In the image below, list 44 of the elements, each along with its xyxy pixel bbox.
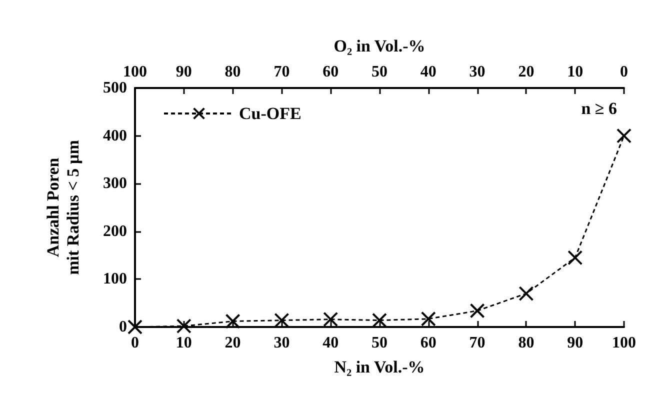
x-tick-label: 20	[224, 334, 241, 352]
x2-tick-label: 0	[620, 64, 628, 80]
x2-axis-title: O₂ in Vol.-%	[334, 36, 426, 56]
x-tick-label: 70	[469, 334, 486, 352]
point	[568, 250, 583, 266]
x-tick-label: 90	[567, 334, 584, 352]
x-axis-title: N₂ in Vol.-%	[334, 358, 425, 376]
point	[176, 318, 192, 334]
x2-tick-label: 30	[469, 64, 486, 80]
x2-tick-label: 90	[176, 64, 192, 80]
x-tick-label: 10	[176, 334, 192, 352]
point	[128, 320, 142, 334]
point	[518, 286, 534, 302]
y-tick-label: 0	[119, 318, 127, 336]
x-tick-label: 100	[612, 334, 636, 352]
x-tick-label: 60	[420, 334, 436, 352]
y-tick-label: 100	[103, 270, 127, 288]
x2-tick-label: 40	[420, 64, 436, 80]
y-axis-title: Anzahl Poren mit Radius < 5 µm	[44, 140, 82, 275]
x-tick-label: 40	[322, 334, 339, 352]
annotation: n ≥ 6	[581, 99, 618, 118]
legend-label: Cu-OFE	[239, 104, 302, 123]
x-tick-label: 50	[372, 334, 388, 352]
point	[420, 311, 436, 326]
x2-tick-label: 10	[567, 64, 584, 80]
y-tick-label: 300	[103, 175, 127, 192]
x2-tick-label: 100	[123, 64, 147, 80]
point	[470, 303, 485, 318]
x2-tick-label: 20	[518, 64, 534, 80]
point	[323, 312, 338, 327]
y-tick-label: 400	[103, 127, 127, 144]
y-tick-label: 500	[103, 80, 127, 96]
y-tick-label: 200	[103, 222, 127, 240]
point	[225, 314, 240, 329]
x2-tick-label: 60	[322, 64, 339, 80]
x2-tick-label: 50	[372, 64, 388, 80]
point	[616, 128, 632, 144]
x-tick-label: 0	[131, 334, 139, 352]
x2-tick-label: 70	[274, 64, 290, 80]
point	[274, 312, 290, 328]
x-tick-label: 30	[274, 334, 290, 352]
point	[372, 312, 387, 328]
x2-tick-label: 80	[224, 64, 241, 80]
x-tick-label: 80	[518, 334, 534, 352]
